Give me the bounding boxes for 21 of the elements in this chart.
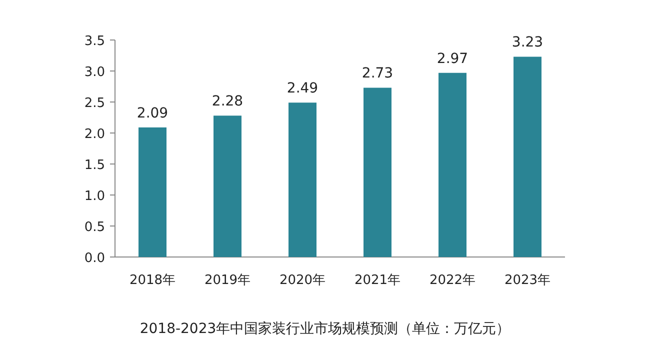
ytick-label: 3.5 [84, 34, 105, 49]
data-label: 2.28 [212, 94, 244, 110]
data-label: 2.09 [136, 105, 168, 122]
ytick-label: 1.0 [84, 189, 105, 204]
ytick-label: 2.0 [84, 127, 105, 142]
data-label: 2.49 [286, 80, 318, 97]
x-label: 2019年 [204, 273, 251, 288]
data-label: 2.73 [362, 66, 394, 82]
ytick-label: 0.0 [84, 251, 105, 266]
x-label: 2021年 [354, 273, 401, 288]
x-label: 2018年 [129, 273, 176, 288]
ytick-label: 0.5 [84, 220, 105, 235]
x-label: 2020年 [279, 273, 326, 288]
ytick-label: 3.0 [84, 65, 105, 80]
title: 2018-2023年中国家装行业市场规模预测（单位：万亿元） [140, 321, 510, 337]
x-label: 2022年 [429, 273, 476, 288]
ytick-label: 1.5 [84, 158, 105, 173]
ytick-label: 2.5 [84, 96, 105, 111]
x-label: 2023年 [504, 273, 551, 288]
data-label: 3.23 [512, 34, 544, 51]
data-label: 2.97 [436, 50, 468, 67]
